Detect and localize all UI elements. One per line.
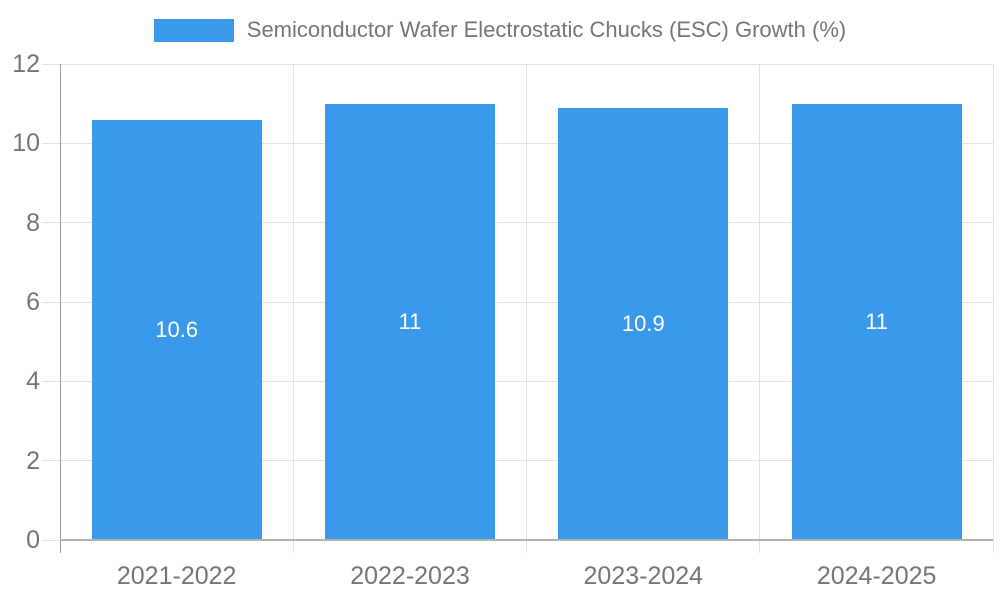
gridline-vertical [759,64,761,553]
bar-value-label: 10.9 [621,310,665,336]
y-tick [42,222,60,224]
x-tick-label: 2022-2023 [350,562,470,590]
y-tick-label: 8 [26,208,40,237]
bar-value-label: 10.6 [155,316,199,342]
y-tick-label: 0 [26,526,40,554]
gridline-vertical [292,64,294,553]
bar: 11 [324,103,495,540]
y-axis-line [59,64,61,553]
legend-swatch [153,18,234,42]
x-axis-line [60,539,994,541]
x-tick-label: 2024-2025 [816,562,937,590]
y-tick [42,380,60,382]
x-tick-label: 2021-2022 [116,562,237,590]
y-tick-label: 12 [12,50,40,78]
gridline-horizontal [61,63,994,65]
gridline-horizontal [61,222,994,224]
y-tick-label: 4 [26,367,40,396]
y-tick-label: 2 [26,446,40,475]
legend: Semiconductor Wafer Electrostatic Chucks… [0,16,1000,44]
gridline-horizontal [61,460,994,462]
bar: 10.9 [558,107,729,540]
gridline-vertical [992,64,994,553]
gridline-horizontal [61,301,994,303]
x-tick-label: 2023-2024 [583,562,704,590]
bar-value-label: 11 [398,308,422,334]
y-tick [42,460,60,462]
gridline-horizontal [61,142,994,144]
y-tick [42,301,60,303]
y-tick [42,539,60,541]
y-tick [42,142,60,144]
chart-title: Semiconductor Wafer Electrostatic Chucks… [246,17,847,42]
bar: 10.6 [91,119,262,540]
gridline-horizontal [61,380,994,382]
y-tick [42,63,60,65]
y-tick-label: 10 [12,129,40,158]
bar: 11 [791,103,962,540]
bar-value-label: 11 [865,308,889,334]
gridline-vertical [526,64,528,553]
y-tick-label: 6 [26,288,40,316]
